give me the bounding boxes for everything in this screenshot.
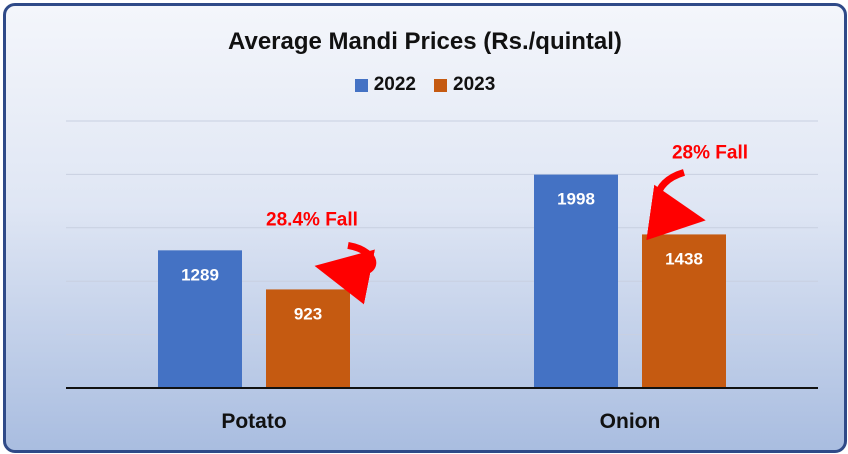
data-label: 1438 [665, 249, 703, 268]
legend-swatch-2023 [434, 78, 447, 92]
legend-item-2023: 2023 [434, 74, 495, 96]
chart-legend: 2022 2023 [6, 74, 844, 96]
data-label: 1289 [181, 265, 219, 284]
legend-item-2022: 2022 [354, 74, 416, 96]
legend-swatch-2022 [354, 78, 368, 92]
annotation-arrow [646, 169, 706, 241]
bar-potato-2023 [266, 289, 350, 388]
chart-title: Average Mandi Prices (Rs./quintal) [228, 28, 622, 55]
annotation-label: 28.4% Fall [266, 209, 358, 230]
bar-potato-2022 [158, 250, 242, 388]
legend-label-2022: 2022 [373, 74, 416, 95]
bar-onion-2023 [642, 234, 726, 388]
annotation-label: 28% Fall [672, 142, 748, 163]
legend-label-2023: 2023 [453, 74, 496, 95]
bar-onion-2022 [534, 174, 618, 388]
annotation-arrow [314, 241, 377, 305]
data-label: 923 [294, 304, 322, 323]
data-label: 1998 [557, 190, 595, 209]
category-label-potato: Potato [221, 410, 286, 433]
category-label-onion: Onion [600, 410, 661, 433]
